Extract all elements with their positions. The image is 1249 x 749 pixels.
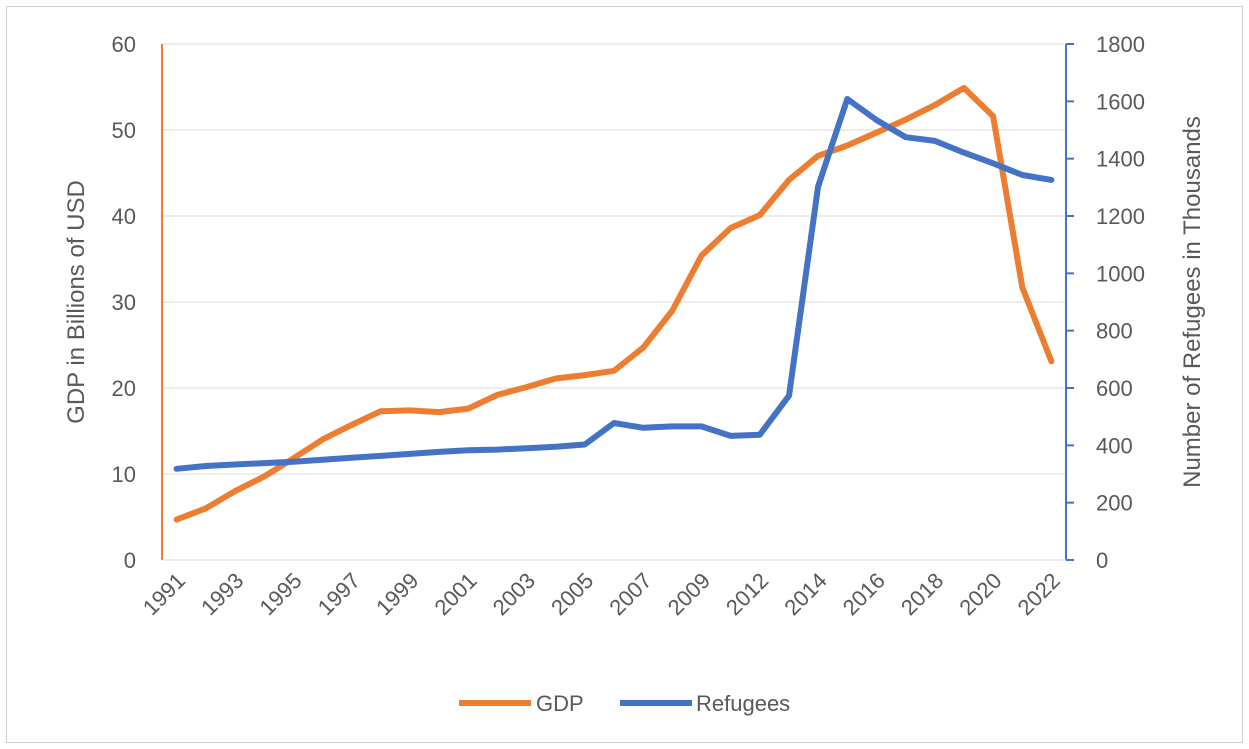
x-tick-label: 2020 bbox=[954, 568, 1006, 620]
x-tick-label: 2007 bbox=[604, 568, 656, 620]
x-tick-label: 2012 bbox=[721, 568, 773, 620]
x-tick-label: 2009 bbox=[663, 568, 715, 620]
x-tick-label: 1999 bbox=[371, 568, 423, 620]
x-tick-label: 1993 bbox=[196, 568, 248, 620]
left-y-tick-label: 20 bbox=[112, 376, 136, 401]
x-tick-label: 2022 bbox=[1013, 568, 1065, 620]
left-y-tick-label: 60 bbox=[112, 32, 136, 57]
right-axis-title: Number of Refugees in Thousands bbox=[1179, 116, 1206, 488]
right-y-tick-label: 800 bbox=[1096, 319, 1133, 344]
x-tick-labels: 1991 1993 1995 1997 1999 2001 2003 2005 2007 2009… bbox=[138, 568, 1065, 620]
legend-gdp-label: GDP bbox=[536, 691, 584, 716]
gridlines bbox=[162, 43, 1066, 475]
left-axis-title: GDP in Billions of USD bbox=[63, 180, 90, 424]
left-y-tick-label: 30 bbox=[112, 290, 136, 315]
right-y-tick-labels: 0 200 400 600 800 1000 1200 1400 1600 1800 bbox=[1096, 32, 1145, 573]
x-tick-label: 2016 bbox=[838, 568, 890, 620]
x-tick-label: 2018 bbox=[896, 568, 948, 620]
legend-refugees-label: Refugees bbox=[696, 691, 790, 716]
x-tick-label: 2014 bbox=[779, 568, 831, 620]
right-y-tick-label: 1000 bbox=[1096, 261, 1145, 286]
series-lines bbox=[173, 84, 1055, 523]
x-tick-label: 1991 bbox=[138, 568, 190, 620]
x-tick-label: 1997 bbox=[313, 568, 365, 620]
right-y-tick-label: 0 bbox=[1096, 548, 1108, 573]
chart-frame bbox=[6, 6, 1243, 743]
left-y-tick-labels: 0 10 20 30 40 50 60 bbox=[112, 32, 136, 573]
right-y-tick-label: 400 bbox=[1096, 433, 1133, 458]
series-line-refugees bbox=[173, 96, 1055, 472]
left-y-tick-label: 50 bbox=[112, 118, 136, 143]
left-y-tick-label: 40 bbox=[112, 204, 136, 229]
right-y-tick-label: 1200 bbox=[1096, 204, 1145, 229]
left-y-tick-label: 0 bbox=[124, 548, 136, 573]
right-y-tick-label: 1400 bbox=[1096, 147, 1145, 172]
series-line-gdp bbox=[173, 84, 1055, 523]
legend: GDP Refugees bbox=[459, 691, 790, 716]
x-tick-label: 2005 bbox=[546, 568, 598, 620]
left-y-tick-label: 10 bbox=[112, 462, 136, 487]
right-y-tick-label: 600 bbox=[1096, 376, 1133, 401]
x-tick-label: 2003 bbox=[488, 568, 540, 620]
right-y-axis bbox=[1065, 43, 1074, 561]
right-y-tick-label: 200 bbox=[1096, 491, 1133, 516]
x-tick-label: 2001 bbox=[429, 568, 481, 620]
right-y-tick-label: 1800 bbox=[1096, 32, 1145, 57]
x-tick-label: 1995 bbox=[254, 568, 306, 620]
right-y-tick-label: 1600 bbox=[1096, 89, 1145, 114]
